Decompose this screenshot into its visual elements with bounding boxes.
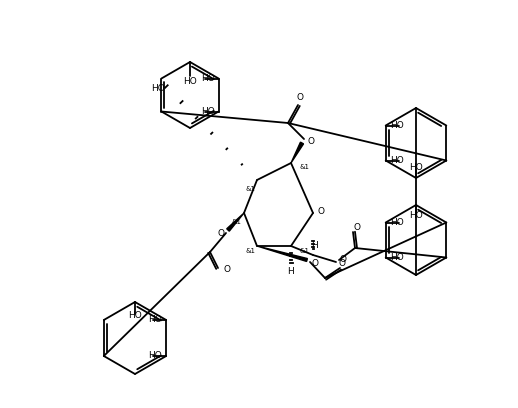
Text: &1: &1 xyxy=(300,164,310,170)
Polygon shape xyxy=(257,246,307,262)
Text: HO: HO xyxy=(409,164,423,173)
Text: O: O xyxy=(340,255,347,264)
Text: HO: HO xyxy=(201,74,214,83)
Polygon shape xyxy=(227,213,244,231)
Text: H: H xyxy=(287,266,294,275)
Text: HO: HO xyxy=(390,156,404,165)
Text: O: O xyxy=(353,224,361,233)
Text: &1: &1 xyxy=(300,248,310,254)
Text: HO: HO xyxy=(149,352,162,361)
Text: O: O xyxy=(217,229,224,239)
Text: H: H xyxy=(312,242,319,251)
Text: O: O xyxy=(296,93,304,102)
Text: &1: &1 xyxy=(232,219,242,225)
Text: HO: HO xyxy=(149,315,162,324)
Text: O: O xyxy=(308,137,315,146)
Text: HO: HO xyxy=(390,121,404,130)
Text: HO: HO xyxy=(390,253,404,262)
Text: &1: &1 xyxy=(245,248,255,254)
Text: HO: HO xyxy=(183,77,197,86)
Text: HO: HO xyxy=(390,218,404,227)
Text: HO: HO xyxy=(409,211,423,220)
Polygon shape xyxy=(291,142,304,163)
Text: O: O xyxy=(318,206,325,215)
Text: HO: HO xyxy=(151,84,164,93)
Text: &1: &1 xyxy=(245,186,255,192)
Text: O: O xyxy=(223,266,230,275)
Text: HO: HO xyxy=(201,107,214,116)
Text: O: O xyxy=(312,259,319,268)
Text: HO: HO xyxy=(128,311,142,321)
Text: O: O xyxy=(338,259,346,268)
